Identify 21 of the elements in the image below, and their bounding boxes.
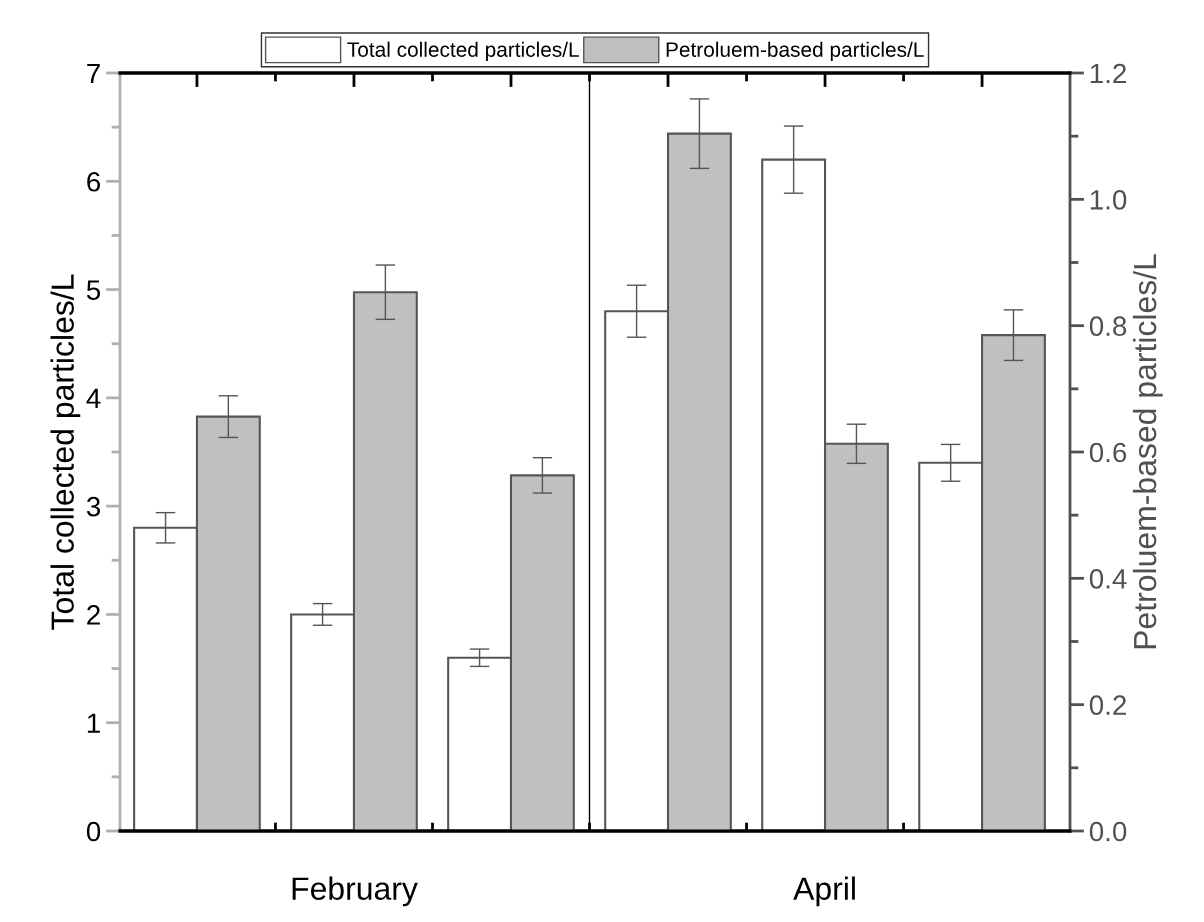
y2-tick-label: 0.2	[1089, 695, 1126, 716]
y-tick-label: 4	[86, 388, 101, 408]
y-tick-label: 1	[87, 713, 100, 733]
y2-tick-label: 1.2	[1090, 63, 1126, 84]
y2-axis-title: Petroluem-based particles/L	[1132, 254, 1163, 649]
y2-tick-label: 0.0	[1089, 821, 1127, 842]
y-tick-label: 6	[87, 171, 101, 192]
y-tick-label: 7	[87, 63, 100, 84]
text: February	[292, 876, 418, 907]
y2-tick-label: 0.4	[1089, 569, 1127, 589]
text: April	[793, 876, 855, 907]
legend-label: Petroluem-based particles/L	[666, 41, 924, 62]
y2-tick-label: 1.0	[1090, 190, 1127, 210]
y-tick-label: 0	[86, 821, 101, 842]
y-tick-label: 2	[87, 605, 100, 625]
y-tick-label: 3	[86, 496, 101, 517]
y2-tick-label: 0.8	[1089, 316, 1127, 337]
legend-label: Total collected particles/L	[347, 41, 579, 62]
y-tick-label: 5	[86, 280, 101, 300]
y2-tick-label: 0.6	[1089, 442, 1127, 463]
y-axis-title: Total collected particles/L	[50, 274, 81, 630]
